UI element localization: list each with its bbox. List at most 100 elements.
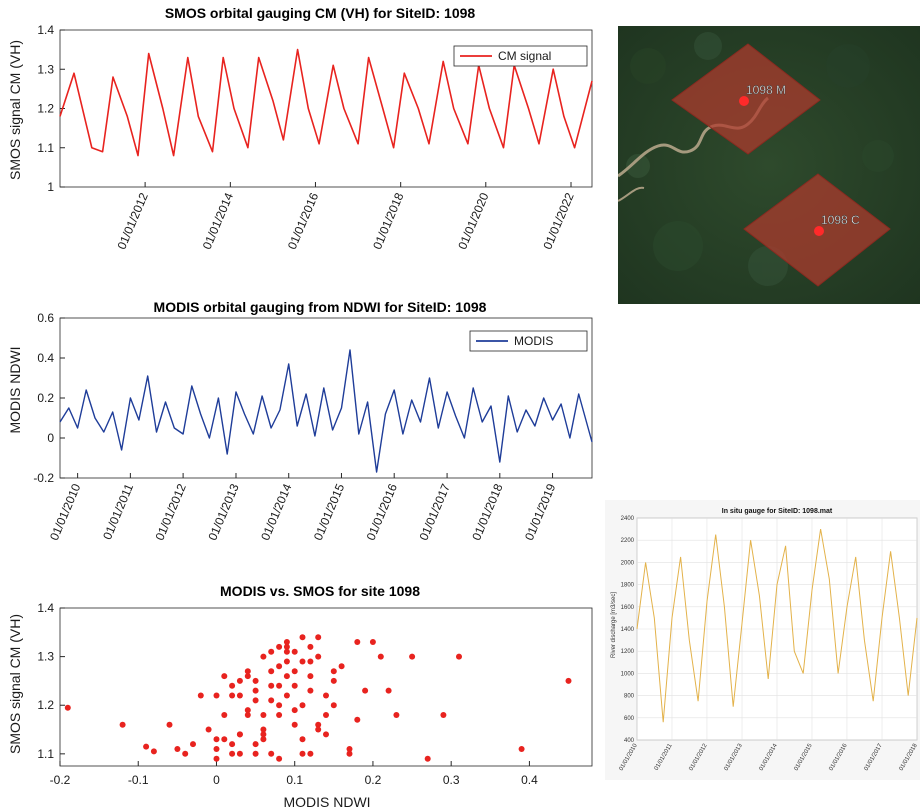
- scatter-point: [221, 712, 228, 718]
- scatter-point: [291, 682, 298, 689]
- x-tick-label: 01/01/2010: [47, 481, 83, 542]
- y-tick-label: 1.1: [37, 747, 54, 761]
- x-tick-label: 01/01/2016: [285, 190, 321, 251]
- y-axis-label: MODIS NDWI: [7, 346, 23, 433]
- scatter-point: [236, 692, 243, 699]
- y-tick-label: 1200: [621, 649, 635, 655]
- x-tick-label: 0.1: [286, 773, 303, 787]
- scatter-point: [346, 750, 353, 757]
- x-tick-label: -0.2: [50, 773, 71, 787]
- scatter-point: [307, 673, 314, 680]
- scatter-point: [119, 721, 126, 728]
- chart-title: In situ gauge for SiteID: 1098.mat: [722, 508, 833, 515]
- y-tick-label: 1800: [621, 583, 635, 589]
- axes: 1.1 1.2 1.3 1.4 -0.2 -0.1 0 0.1 0.2 0.3 0.4: [37, 601, 593, 787]
- scatter-point: [182, 750, 189, 757]
- chart-title: MODIS orbital gauging from NDWI for Site…: [154, 299, 487, 315]
- legend: MODIS: [469, 330, 588, 352]
- scatter-point: [252, 750, 259, 757]
- site-m-label: 1098 M: [746, 83, 786, 97]
- legend-box: [469, 330, 588, 352]
- scatter-point: [276, 712, 283, 718]
- x-tick-label: 01/01/2013: [205, 481, 241, 542]
- scatter-point: [291, 721, 298, 728]
- scatter-chart: MODIS vs. SMOS for site 1098 SMOS signal…: [7, 583, 593, 810]
- scatter-point: [268, 682, 275, 689]
- scatter-point: [166, 721, 173, 728]
- y-tick-label: 1.3: [37, 62, 54, 76]
- scatter-point: [268, 697, 275, 704]
- plot-frame: [59, 607, 593, 767]
- scatter-point: [268, 750, 275, 757]
- y-tick-label: 2000: [621, 560, 635, 566]
- scatter-point: [283, 639, 290, 645]
- scatter-point: [213, 692, 220, 699]
- insitu-chart: In situ gauge for SiteID: 1098.mat River…: [605, 500, 920, 780]
- x-tick-label: -0.1: [128, 773, 149, 787]
- legend-box: [453, 45, 588, 67]
- y-tick-label: -0.2: [33, 471, 54, 485]
- y-tick-label: 1000: [621, 671, 635, 677]
- scatter-point: [346, 746, 353, 752]
- satellite-map: 1098 M 1098 C: [618, 26, 920, 304]
- scatter-point: [244, 668, 251, 675]
- chart-title: SMOS orbital gauging CM (VH) for SiteID:…: [165, 5, 476, 21]
- scatter-point: [276, 755, 283, 762]
- series-line: [59, 349, 593, 473]
- scatter-point: [393, 712, 400, 718]
- series: [59, 48, 593, 157]
- x-tick-label: 0: [213, 773, 220, 787]
- axes: 400 600 800 1000 1200 1400 1600 1800 2000 2200 240…: [619, 516, 920, 772]
- scatter-point: [276, 702, 283, 709]
- y-axis-label: River discharge [m3/sec]: [611, 592, 617, 658]
- scatter-point: [299, 736, 306, 743]
- scatter-point: [330, 668, 337, 675]
- scatter-point: [377, 653, 384, 660]
- scatter-point: [174, 746, 181, 752]
- site-c-label: 1098 C: [821, 213, 860, 227]
- scatter-point: [456, 653, 462, 660]
- scatter-point: [150, 748, 157, 755]
- scatter-point: [260, 726, 267, 733]
- scatter-point: [260, 653, 267, 660]
- x-tick-label: 01/01/2011: [100, 481, 136, 541]
- y-tick-label: 1: [47, 180, 54, 194]
- smos-chart: SMOS orbital gauging CM (VH) for SiteID:…: [7, 5, 593, 251]
- scatter-point: [283, 673, 290, 680]
- x-tick-label: 01/01/2012: [115, 190, 151, 251]
- y-axis-label: SMOS signal CM (VH): [7, 40, 23, 180]
- site-c-marker: [814, 226, 824, 236]
- legend-label: MODIS: [514, 334, 553, 348]
- scatter-point: [330, 677, 337, 684]
- scatter-point: [64, 704, 71, 711]
- scatter-point: [213, 736, 220, 743]
- scatter-point: [276, 643, 283, 650]
- series: [64, 634, 572, 762]
- scatter-point: [244, 673, 251, 680]
- scatter-point: [291, 648, 298, 655]
- series: [59, 349, 593, 473]
- scatter-point: [229, 682, 236, 689]
- scatter-point: [229, 750, 236, 757]
- series: [636, 529, 918, 723]
- x-tick-label: 01/01/2015: [311, 481, 347, 542]
- scatter-point: [518, 746, 525, 752]
- scatter-point: [260, 736, 267, 743]
- y-tick-label: 0.6: [37, 311, 54, 325]
- x-tick-label: 0.2: [365, 773, 382, 787]
- modis-chart: MODIS orbital gauging from NDWI for Site…: [7, 299, 593, 542]
- scatter-point: [260, 731, 267, 738]
- scatter-point: [315, 726, 322, 733]
- scatter-point: [424, 755, 431, 762]
- scatter-point: [315, 634, 322, 641]
- y-tick-label: 0.4: [37, 351, 54, 365]
- x-tick-label: 01/01/2020: [455, 190, 491, 251]
- scatter-point: [338, 663, 345, 670]
- scatter-point: [315, 653, 322, 660]
- x-tick-label: 01/01/2017: [416, 481, 452, 542]
- scatter-point: [268, 668, 275, 675]
- legend: CM signal: [453, 45, 588, 67]
- x-tick-label: 01/01/2018: [469, 481, 505, 542]
- scatter-point: [252, 741, 259, 748]
- scatter-point: [354, 716, 361, 723]
